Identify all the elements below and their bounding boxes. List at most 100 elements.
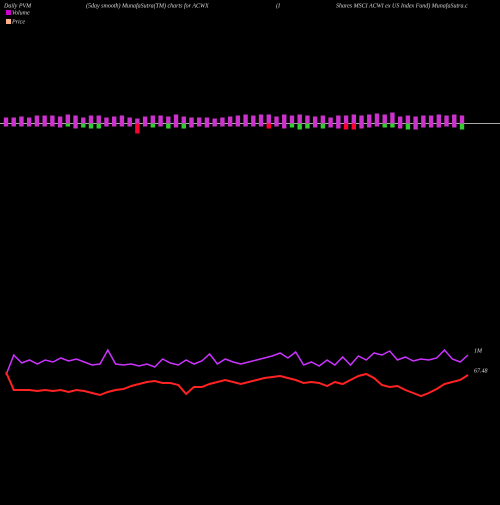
volume-bar-down bbox=[390, 123, 395, 128]
volume-bar-up bbox=[112, 116, 117, 124]
volume-bar-up bbox=[3, 117, 9, 124]
volume-bar-down bbox=[11, 123, 16, 127]
volume-bar-up bbox=[235, 115, 241, 124]
volume-bar-down bbox=[367, 123, 372, 128]
volume-bar-down bbox=[405, 123, 411, 130]
volume-bar-up bbox=[150, 115, 156, 124]
volume-bar-down bbox=[374, 123, 380, 127]
volume-bar-up bbox=[158, 115, 163, 124]
volume-bar-down bbox=[227, 123, 233, 127]
volume-bar-down bbox=[397, 123, 403, 129]
legend-label: Volume bbox=[12, 10, 30, 16]
volume-bar-down bbox=[243, 123, 248, 127]
legend-swatch bbox=[6, 19, 11, 24]
legend-swatch bbox=[6, 10, 11, 15]
volume-bar-up bbox=[436, 114, 442, 124]
volume-bar-down bbox=[251, 123, 256, 127]
volume-bar-down bbox=[3, 123, 9, 127]
volume-bar-down bbox=[351, 123, 356, 130]
volume-bar-down bbox=[336, 123, 341, 129]
volume-bar-down bbox=[57, 123, 63, 128]
volume-bar-down bbox=[274, 123, 279, 127]
volume-bar-up bbox=[197, 117, 202, 124]
volume-bar-down bbox=[428, 123, 434, 128]
volume-bar-down bbox=[119, 123, 125, 127]
volume-bar-up bbox=[42, 115, 47, 124]
volume-bar-down bbox=[343, 123, 349, 130]
volume-bar-up bbox=[243, 114, 248, 124]
volume-bar-up bbox=[96, 115, 101, 124]
volume-bar-up bbox=[452, 114, 457, 124]
volume-bar-up bbox=[282, 114, 287, 124]
volume-bar-down bbox=[50, 123, 55, 127]
volume-bar-up bbox=[212, 118, 217, 124]
series-line bbox=[5, 348, 469, 376]
volume-bar-up bbox=[428, 115, 434, 124]
header-text: (5day smooth) MunafaSutra(TM) charts for… bbox=[86, 2, 209, 9]
volume-bar-down bbox=[135, 123, 140, 134]
volume-bar-up bbox=[343, 115, 349, 124]
volume-bar-up bbox=[266, 114, 271, 124]
volume-bar-up bbox=[204, 117, 210, 124]
volume-bar-down bbox=[235, 123, 241, 127]
volume-bar-down bbox=[452, 123, 457, 128]
volume-bar-down bbox=[359, 123, 364, 129]
volume-bar-up bbox=[135, 118, 140, 124]
volume-bar-down bbox=[173, 123, 179, 128]
volume-bar-up bbox=[34, 115, 40, 124]
volume-bar-down bbox=[34, 123, 40, 127]
volume-bar-down bbox=[73, 123, 78, 129]
volume-bar-down bbox=[282, 123, 287, 129]
volume-bar-down bbox=[104, 123, 109, 127]
volume-bar-down bbox=[142, 123, 148, 127]
volume-bar-up bbox=[289, 115, 295, 124]
volume-bar-down bbox=[297, 123, 302, 130]
volume-bar-up bbox=[351, 114, 356, 124]
legend-label: Price bbox=[11, 19, 25, 25]
volume-bar-up bbox=[119, 115, 125, 124]
volume-bar-down bbox=[312, 123, 318, 128]
volume-bar-down bbox=[197, 123, 202, 127]
volume-bar-down bbox=[189, 123, 194, 128]
volume-bar-up bbox=[104, 117, 109, 124]
volume-bar-down bbox=[127, 123, 132, 127]
volume-bar-up bbox=[374, 113, 380, 124]
volume-bar-down bbox=[444, 123, 449, 127]
volume-bar-down bbox=[158, 123, 163, 127]
volume-bar-up bbox=[142, 116, 148, 124]
volume-bar-down bbox=[320, 123, 326, 129]
header-text: (I bbox=[276, 2, 281, 9]
end-label: 1M bbox=[474, 348, 483, 354]
volume-bar-up bbox=[166, 116, 171, 124]
volume-bar-up bbox=[274, 116, 279, 124]
volume-bar-down bbox=[421, 123, 426, 128]
header-text: Daily PVM bbox=[3, 3, 32, 9]
volume-bar-up bbox=[173, 114, 179, 124]
volume-bar-down bbox=[436, 123, 442, 128]
end-label: 67.48 bbox=[474, 367, 488, 374]
volume-bar-up bbox=[73, 115, 78, 124]
volume-bar-down bbox=[181, 123, 186, 129]
volume-bar-up bbox=[312, 116, 318, 124]
header-text: Shares MSCI ACWI ex US Index Fund) Munaf… bbox=[336, 2, 468, 9]
volume-bar-down bbox=[65, 123, 71, 127]
volume-bar-down bbox=[413, 123, 418, 130]
volume-bar-up bbox=[258, 114, 264, 124]
volume-bar-down bbox=[266, 123, 271, 129]
volume-bar-down bbox=[42, 123, 47, 127]
series-line bbox=[5, 371, 469, 398]
volume-bar-down bbox=[88, 123, 94, 129]
volume-bar-down bbox=[220, 123, 225, 127]
volume-bar-up bbox=[220, 117, 225, 124]
volume-bar-up bbox=[320, 115, 326, 124]
volume-bar-up bbox=[11, 117, 16, 124]
volume-bar-up bbox=[359, 115, 364, 124]
volume-bar-down bbox=[212, 123, 217, 127]
volume-bar-up bbox=[328, 117, 333, 124]
volume-bar-down bbox=[204, 123, 210, 128]
volume-bar-down bbox=[328, 123, 333, 128]
volume-bar-down bbox=[19, 123, 24, 127]
volume-bar-down bbox=[26, 123, 32, 127]
